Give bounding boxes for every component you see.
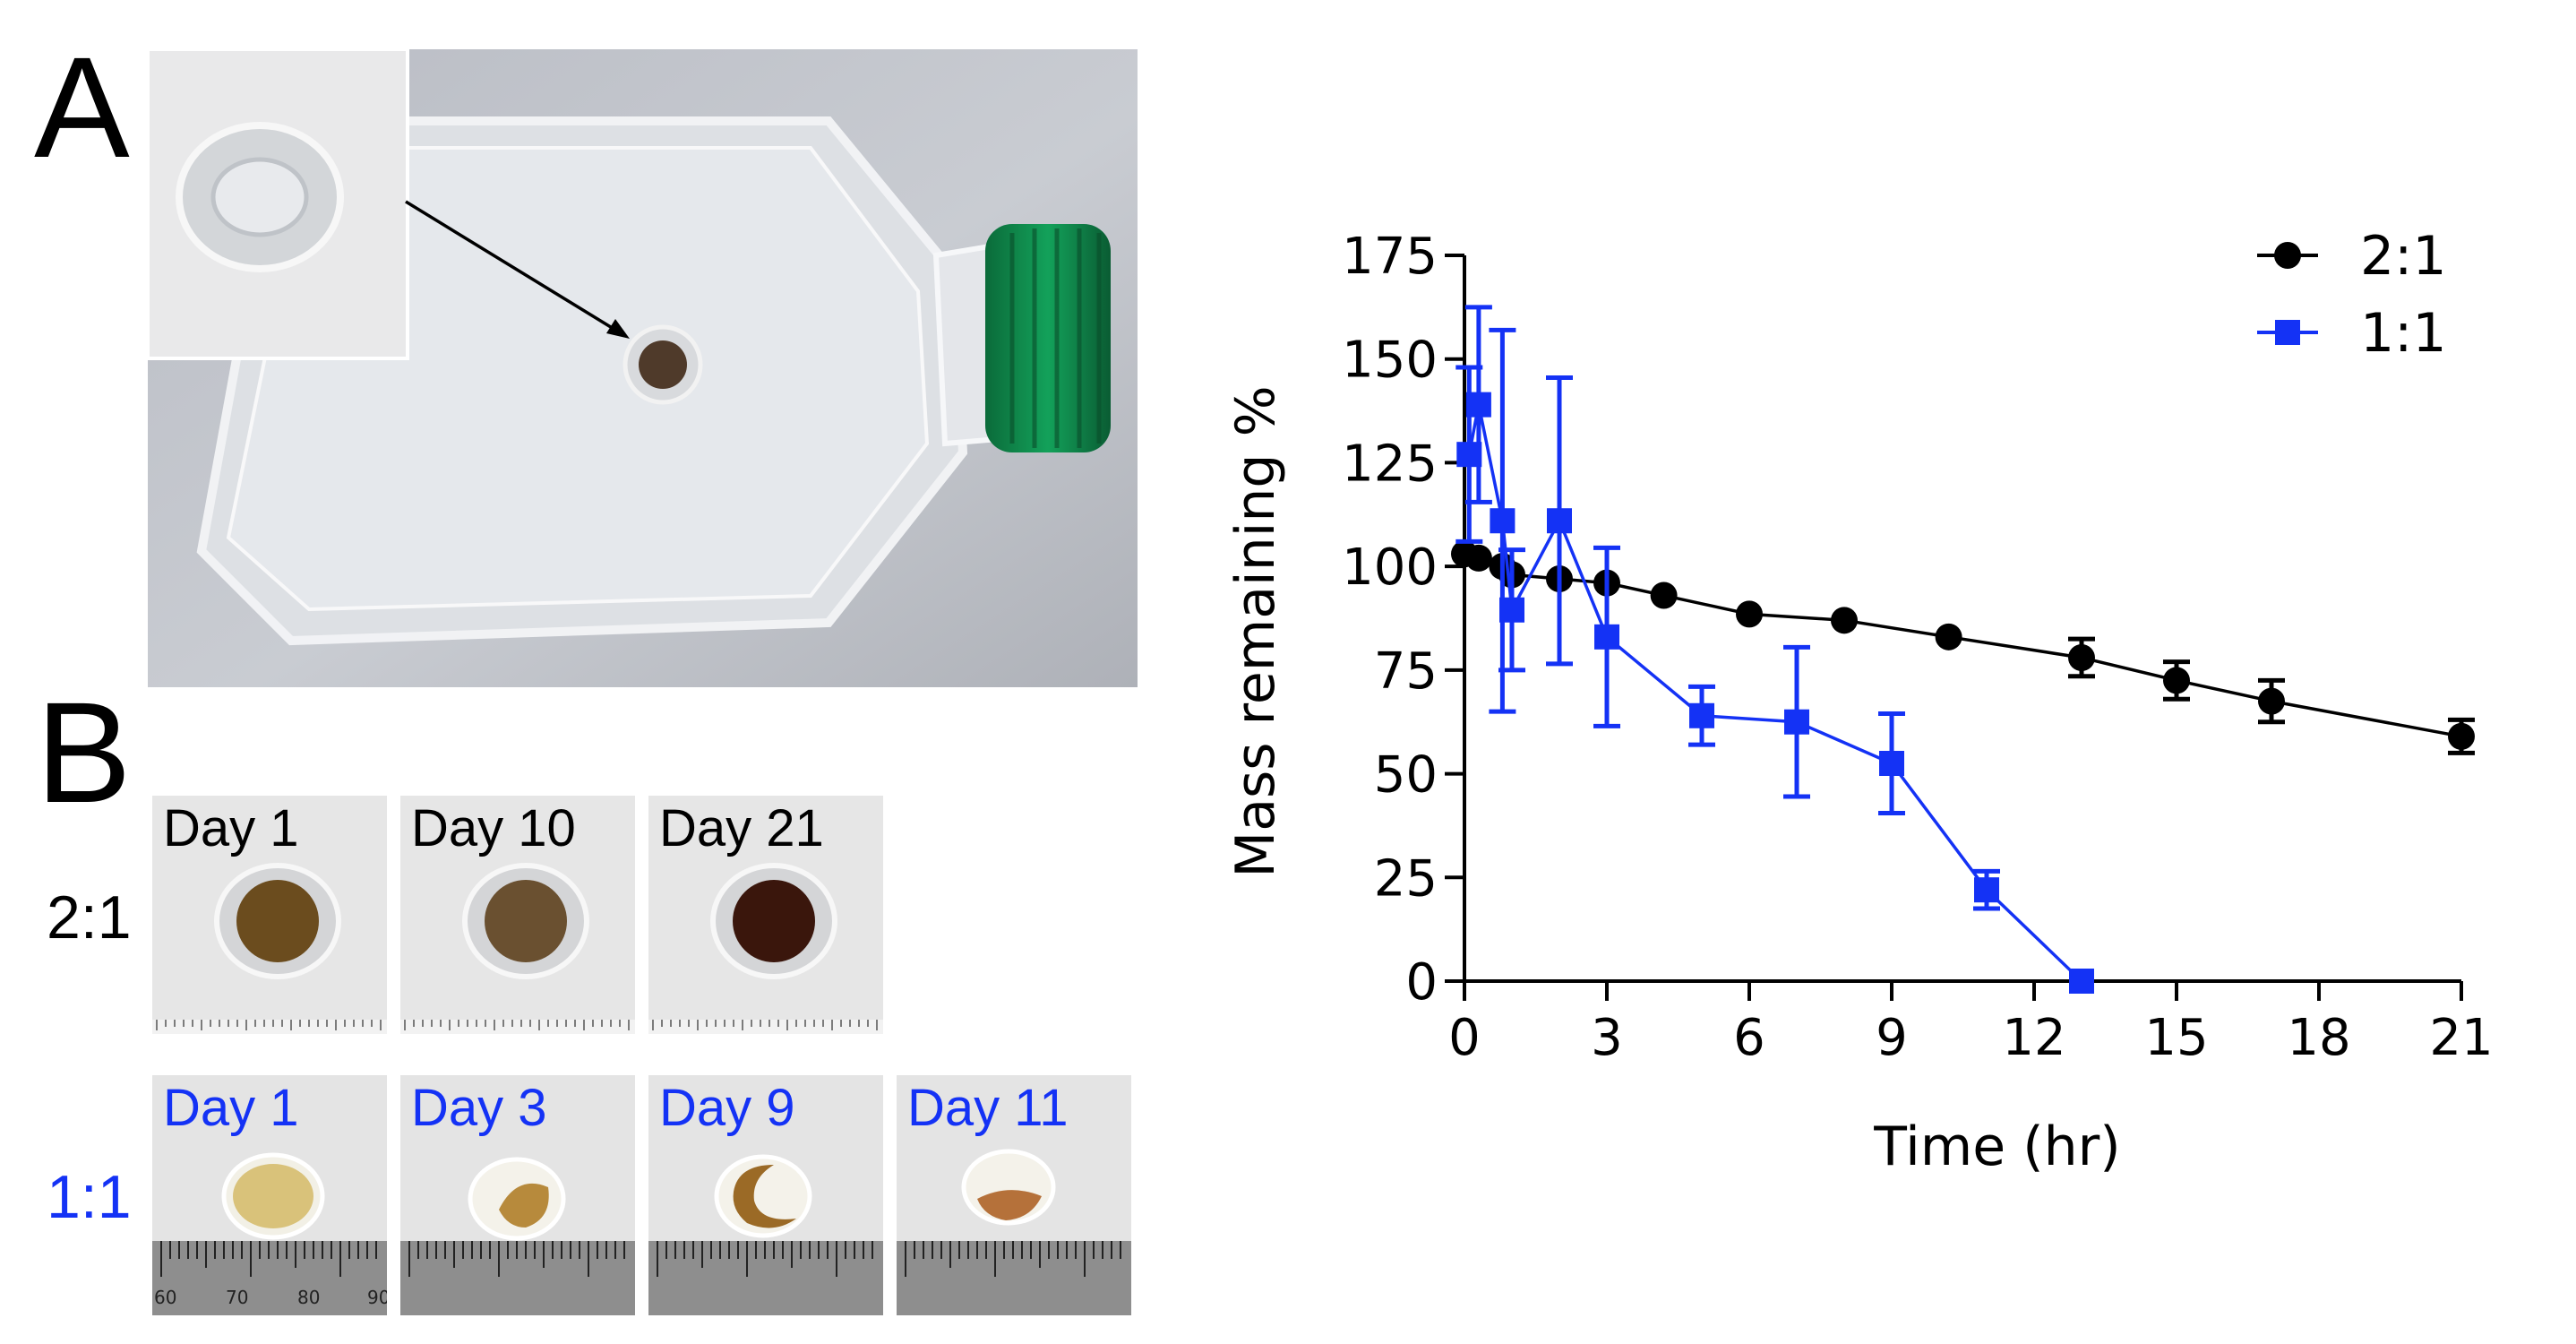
y-tick-label: 50 (1374, 746, 1438, 805)
tile-2-1-day-10: Day 10 (400, 796, 635, 1034)
legend-marker (2275, 320, 2300, 345)
legend-marker (2274, 242, 2301, 269)
tile-2-1-day-1-image (152, 863, 387, 1034)
panel-a-label: A (34, 27, 130, 187)
data-point (1935, 623, 1962, 650)
y-axis-title: Mass remaining % (1224, 385, 1287, 877)
tile-2-1-day-21-label: Day 21 (659, 799, 824, 857)
gel-sample (623, 324, 703, 405)
x-axis-title: Time (hr) (1873, 1116, 2120, 1178)
tile-2-1-day-1-label: Day 1 (163, 799, 299, 857)
tile-2-1-day-10-image (400, 863, 635, 1034)
ruler-number: 70 (226, 1287, 248, 1308)
row-label-2-1: 2:1 (47, 883, 132, 952)
data-point (2448, 722, 2475, 750)
pointer-arrow (405, 200, 630, 339)
tile-1-1-day-1: 60 70 80 90 Day 1 (152, 1075, 387, 1315)
data-point (1594, 624, 1619, 650)
y-tick-label: 100 (1342, 538, 1438, 597)
legend-label: 2:1 (2360, 225, 2447, 288)
flask-photo (148, 49, 1138, 687)
data-point (2069, 969, 2094, 994)
tile-2-1-day-21: Day 21 (648, 796, 883, 1034)
ruler-number: 90 (367, 1287, 387, 1308)
x-tick-label: 6 (1733, 1009, 1765, 1067)
x-tick-label: 3 (1591, 1009, 1623, 1067)
tile-2-1-day-10-label: Day 10 (411, 799, 576, 857)
tile-2-1-day-1: Day 1 (152, 796, 387, 1034)
y-tick-label: 175 (1342, 228, 1438, 286)
x-tick-label: 18 (2287, 1009, 2350, 1067)
row-label-1-1: 1:1 (47, 1163, 132, 1231)
panel-b-label: B (36, 672, 132, 832)
tile-1-1-day-3-image (400, 1157, 635, 1315)
y-tick-label: 150 (1342, 332, 1438, 390)
chart-series (1451, 305, 2475, 994)
y-tick-label: 0 (1405, 953, 1438, 1012)
data-point (1974, 877, 1999, 903)
data-point (1689, 702, 1714, 728)
tile-1-1-day-1-image: 60 70 80 90 (152, 1152, 387, 1315)
x-tick-label: 15 (2144, 1009, 2208, 1067)
tile-1-1-day-3-label: Day 3 (411, 1079, 547, 1137)
mold-inset (148, 49, 409, 360)
tile-1-1-day-9-label: Day 9 (659, 1079, 795, 1137)
x-tick-label: 0 (1448, 1009, 1481, 1067)
green-cap (985, 224, 1111, 452)
x-tick-label: 21 (2429, 1009, 2493, 1067)
data-point (2258, 687, 2285, 715)
ruler-number: 60 (154, 1287, 176, 1308)
legend-label: 1:1 (2360, 302, 2447, 365)
data-point (1464, 544, 1492, 572)
data-point (1736, 600, 1763, 628)
tile-1-1-day-11: Day 11 (897, 1075, 1131, 1315)
tile-1-1-day-11-label: Day 11 (907, 1079, 1069, 1137)
tile-2-1-day-21-image (648, 863, 883, 1034)
y-tick-label: 25 (1374, 849, 1438, 908)
data-point (1547, 508, 1572, 534)
chart-axes: 0 25 50 75 100 125 150 175 0 3 6 9 12 15 18 21 (1342, 228, 2494, 1067)
flask-illustration (148, 49, 1138, 687)
ruler-number: 80 (297, 1287, 320, 1308)
y-tick-label: 125 (1342, 435, 1438, 493)
tile-1-1-day-9: Day 9 (648, 1075, 883, 1315)
x-tick-label: 9 (1876, 1009, 1908, 1067)
data-point (2068, 643, 2095, 671)
data-point (1490, 508, 1516, 534)
data-point (1465, 392, 1491, 418)
tile-1-1-day-3: Day 3 (400, 1075, 635, 1315)
tile-1-1-day-1-label: Day 1 (163, 1079, 299, 1137)
tile-1-1-day-11-image (897, 1149, 1131, 1315)
data-point (1831, 607, 1858, 634)
data-point (1499, 597, 1524, 623)
data-point (1784, 709, 1809, 735)
chart-legend: 2:11:1 (2257, 225, 2447, 365)
tile-1-1-day-9-image (648, 1154, 883, 1315)
y-tick-label: 75 (1374, 642, 1438, 701)
data-point (1879, 751, 1904, 776)
data-point (1650, 582, 1678, 609)
data-point (2163, 667, 2190, 694)
x-tick-label: 12 (2002, 1009, 2065, 1067)
